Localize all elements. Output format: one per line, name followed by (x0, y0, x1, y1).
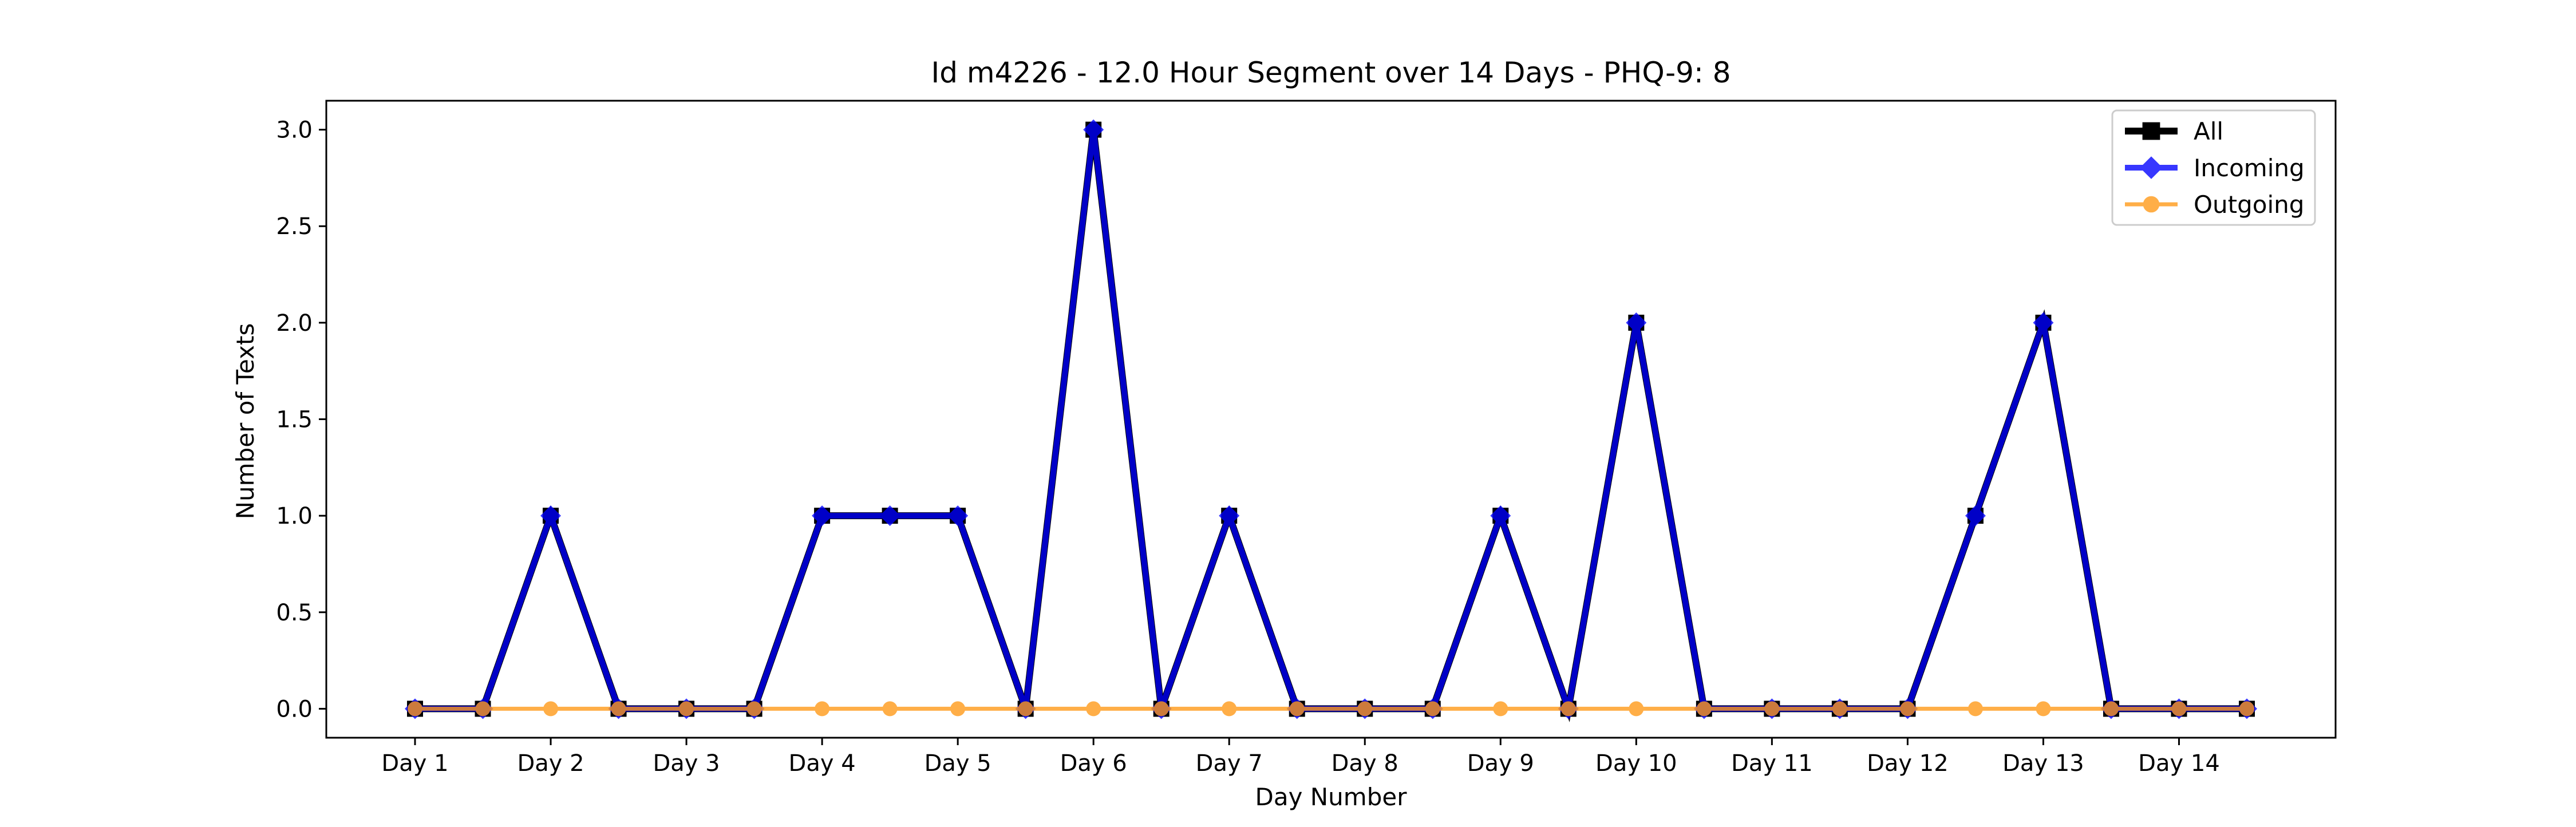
data-point-outgoing (1696, 701, 1712, 717)
axis-ticks: Day 1 Day 2 Day 3 Day 4 Day 5 Day 6 Day 7 Day 8… (276, 117, 2219, 777)
data-point-incoming (1490, 505, 1511, 527)
x-tick-label: Day 4 (789, 750, 856, 777)
legend-label-incoming: Incoming (2194, 154, 2305, 182)
y-tick-label: 2.5 (276, 213, 313, 240)
data-point-incoming (1626, 312, 1647, 333)
data-point-outgoing (1357, 701, 1373, 717)
x-tick-label: Day 11 (1731, 750, 1813, 777)
data-point-incoming (947, 505, 969, 527)
x-tick-label: Day 9 (1467, 750, 1534, 777)
legend-box (2111, 109, 2316, 226)
legend-swatch-incoming (2125, 156, 2178, 179)
data-point-incoming (540, 505, 562, 527)
data-point-outgoing (1629, 701, 1644, 717)
data-point-incoming (2033, 312, 2054, 333)
legend-label-all: All (2194, 117, 2223, 145)
data-point-outgoing (746, 701, 762, 717)
data-point-incoming (1219, 505, 1240, 527)
series-outgoing (408, 701, 2254, 717)
data-point-outgoing (2103, 701, 2119, 717)
chart-title: Id m4226 - 12.0 Hour Segment over 14 Day… (931, 56, 1730, 89)
data-point-outgoing (1493, 701, 1508, 717)
legend-swatch-all (2125, 122, 2178, 140)
series-layer (405, 119, 2257, 723)
data-point-outgoing (815, 701, 830, 717)
y-tick-label: 3.0 (276, 117, 313, 144)
x-tick-label: Day 10 (1595, 750, 1677, 777)
data-point-outgoing (1425, 701, 1440, 717)
x-tick-label: Day 8 (1332, 750, 1398, 777)
data-point-outgoing (1222, 701, 1237, 717)
x-tick-label: Day 6 (1060, 750, 1127, 777)
x-tick-label: Day 13 (2002, 750, 2084, 777)
data-point-outgoing (408, 701, 422, 717)
x-tick-label: Day 5 (924, 750, 991, 777)
x-tick-label: Day 1 (381, 750, 448, 777)
data-point-outgoing (950, 701, 966, 717)
y-tick-label: 0.5 (276, 600, 313, 626)
data-point-outgoing (1289, 701, 1305, 717)
y-tick-label: 1.5 (276, 407, 313, 433)
data-point-outgoing (679, 701, 694, 717)
x-axis-label: Day Number (1255, 783, 1407, 811)
data-point-outgoing (1832, 701, 1847, 717)
data-point-outgoing (1560, 701, 1576, 717)
legend-swatch-outgoing (2125, 196, 2178, 213)
data-point-outgoing (1018, 701, 1033, 717)
x-tick-label: Day 12 (1867, 750, 1949, 777)
y-tick-label: 1.0 (276, 503, 313, 529)
data-point-outgoing (543, 701, 559, 717)
data-point-incoming (812, 505, 833, 527)
data-point-outgoing (1900, 701, 1915, 717)
data-point-outgoing (475, 701, 491, 717)
plot-frame (325, 100, 2337, 739)
data-point-outgoing (2171, 701, 2187, 717)
x-tick-label: Day 3 (653, 750, 720, 777)
data-point-outgoing (611, 701, 626, 717)
data-point-outgoing (2036, 701, 2051, 717)
data-point-incoming (1965, 505, 1986, 527)
data-point-outgoing (1086, 701, 1101, 717)
y-tick-label: 2.0 (276, 310, 313, 337)
legend: All Incoming Outgoing (2111, 109, 2316, 226)
legend-label-outgoing: Outgoing (2194, 191, 2304, 219)
x-tick-label: Day 2 (517, 750, 584, 777)
y-axis-label: Number of Texts (231, 323, 259, 520)
legend-marker-incoming (2140, 156, 2163, 179)
legend-marker-outgoing (2143, 196, 2160, 213)
legend-marker-all (2142, 122, 2160, 140)
y-tick-label: 0.0 (276, 696, 313, 722)
data-point-outgoing (1153, 701, 1169, 717)
data-point-incoming (1083, 119, 1104, 140)
data-point-incoming (879, 505, 900, 527)
x-tick-label: Day 7 (1196, 750, 1263, 777)
data-point-outgoing (1764, 701, 1780, 717)
data-point-outgoing (882, 701, 898, 717)
data-point-outgoing (1967, 701, 1983, 717)
x-tick-label: Day 14 (2138, 750, 2220, 777)
data-point-outgoing (2239, 701, 2254, 717)
